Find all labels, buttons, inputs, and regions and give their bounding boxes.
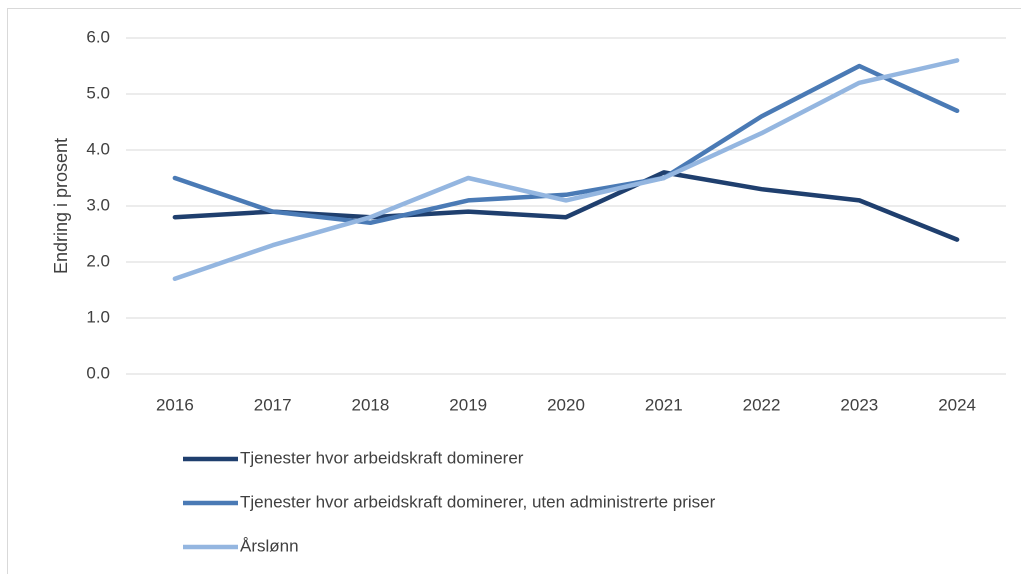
y-axis-label: Endring i prosent <box>51 138 71 274</box>
chart-frame <box>7 8 1021 574</box>
legend-label: Tjenester hvor arbeidskraft dominerer, u… <box>240 492 716 511</box>
y-tick-label: 6.0 <box>86 27 110 46</box>
x-tick-label: 2023 <box>840 395 878 414</box>
y-tick-label: 0.0 <box>86 363 110 382</box>
x-tick-label: 2016 <box>156 395 194 414</box>
y-tick-label: 3.0 <box>86 195 110 214</box>
x-tick-label: 2020 <box>547 395 585 414</box>
x-tick-label: 2017 <box>254 395 292 414</box>
x-tick-label: 2024 <box>938 395 976 414</box>
y-tick-label: 4.0 <box>86 139 110 158</box>
x-tick-label: 2022 <box>743 395 781 414</box>
y-tick-label: 5.0 <box>86 83 110 102</box>
x-tick-label: 2019 <box>449 395 487 414</box>
legend-label: Tjenester hvor arbeidskraft dominerer <box>240 448 524 467</box>
x-tick-label: 2018 <box>352 395 390 414</box>
legend-label: Årslønn <box>240 536 299 555</box>
y-tick-label: 2.0 <box>86 251 110 270</box>
y-tick-label: 1.0 <box>86 307 110 326</box>
line-series <box>172 58 960 282</box>
line-series <box>172 63 960 226</box>
x-tick-label: 2021 <box>645 395 683 414</box>
